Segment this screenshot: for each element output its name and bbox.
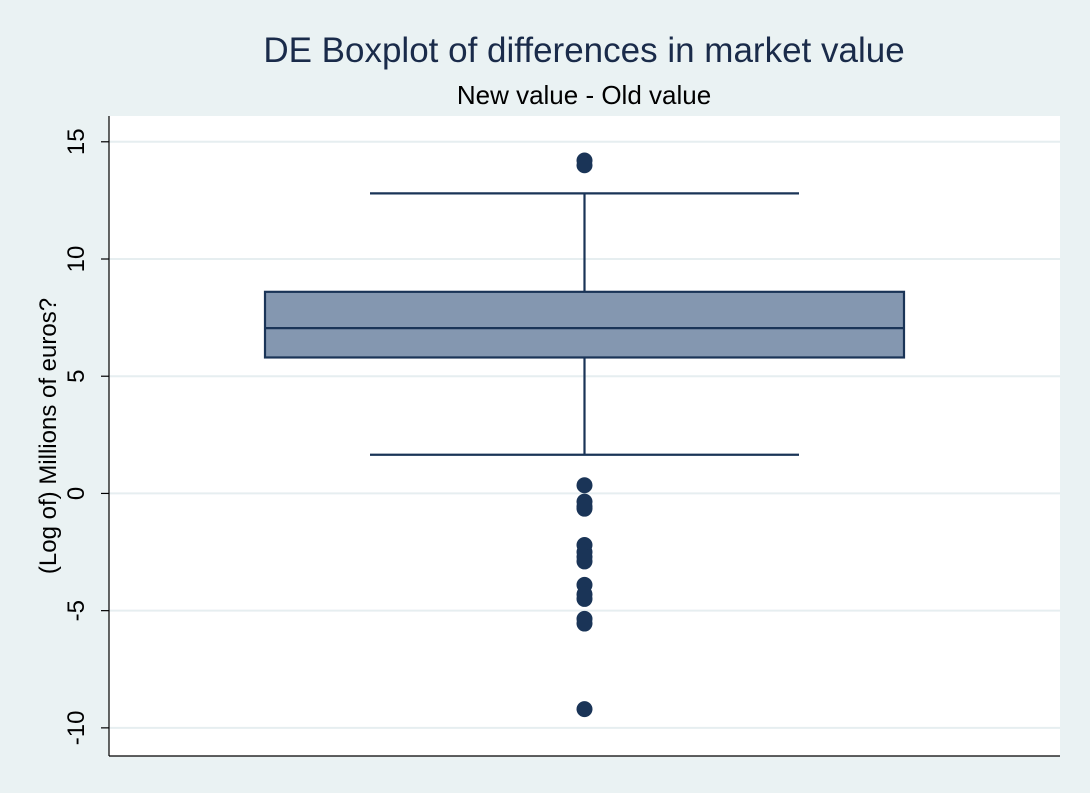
outlier-point-5	[576, 500, 593, 517]
outlier-point-15	[576, 701, 593, 718]
chart-title: DE Boxplot of differences in market valu…	[263, 31, 904, 70]
chart-subtitle: New value - Old value	[457, 80, 711, 110]
y-tick-label-0: 15	[63, 128, 90, 155]
outliers	[576, 152, 593, 718]
y-tick-label-1: 10	[63, 246, 90, 273]
y-tick-label-3: 0	[63, 487, 90, 500]
outlier-point-2	[576, 477, 593, 494]
box-iqr	[263, 290, 906, 359]
y-tick-label-4: -5	[63, 600, 90, 621]
y-ticks: 15 10 5 0 -5 -10	[63, 128, 109, 745]
y-tick-label-2: 5	[63, 370, 90, 383]
outlier-point-1	[576, 157, 593, 174]
outlier-point-12	[576, 590, 593, 607]
y-tick-label-5: -10	[63, 711, 90, 746]
y-axis-label: (Log of) Millions of euros?	[35, 298, 62, 574]
boxplot	[263, 192, 906, 456]
outlier-point-9	[576, 553, 593, 570]
outlier-point-14	[576, 615, 593, 632]
